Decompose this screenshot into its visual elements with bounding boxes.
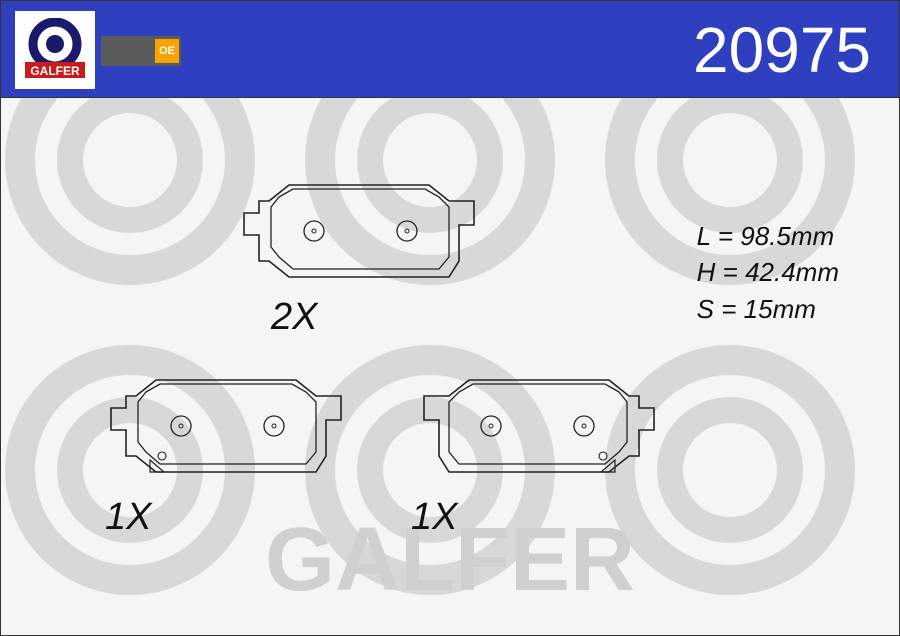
brake-pad-diagram [1, 98, 900, 636]
svg-text:GALFER: GALFER [30, 64, 80, 78]
pad-bottom-right [424, 380, 654, 472]
qty-label-bl: 1X [105, 496, 151, 539]
pad-top [244, 185, 474, 277]
qty-label-top: 2X [271, 296, 317, 339]
oe-badge: OE [101, 36, 181, 66]
dimensions-block: L = 98.5mm H = 42.4mm S = 15mm [697, 218, 839, 327]
dim-thickness: S = 15mm [697, 291, 839, 327]
pad-bottom-left [111, 380, 341, 472]
dim-length: L = 98.5mm [697, 218, 839, 254]
qty-label-br: 1X [411, 496, 457, 539]
brand-logo: GALFER [15, 11, 95, 89]
oe-badge-label: OE [155, 39, 179, 63]
header-bar: GALFER OE 20975 [0, 0, 900, 98]
diagram-area: 2X 1X 1X L = 98.5mm H = 42.4mm S = 15mm [0, 98, 900, 636]
galfer-logo-icon: GALFER [23, 18, 87, 82]
dim-height: H = 42.4mm [697, 254, 839, 290]
part-number: 20975 [693, 13, 871, 87]
